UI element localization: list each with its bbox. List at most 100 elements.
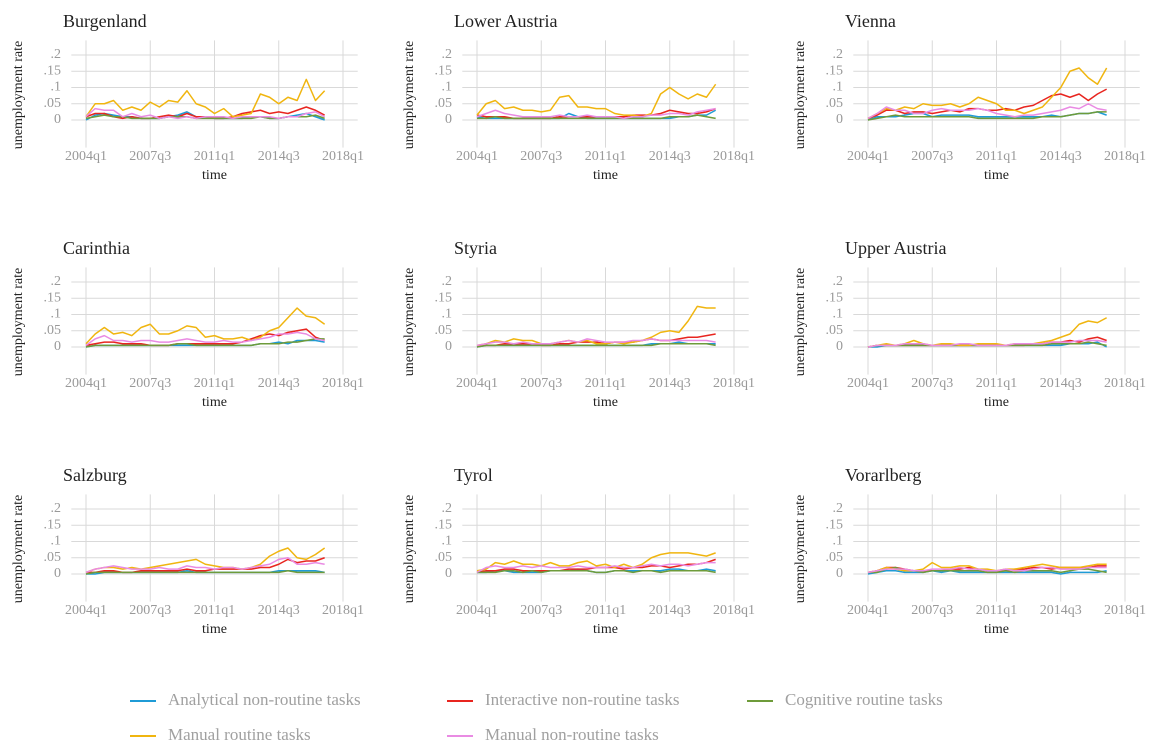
x-tick-label: 2004q1 — [456, 603, 498, 618]
x-tick-label: 2014q3 — [649, 603, 691, 618]
x-tick-label: 2011q1 — [976, 376, 1017, 391]
y-axis-title: unemployment rate — [402, 268, 417, 376]
y-tick-label: .1 — [51, 534, 62, 549]
panel: Salzburg 0.05.1 .15.2 2004q1 2007q3 2011q1 201… — [11, 465, 364, 637]
y-tick-label: .2 — [442, 47, 453, 62]
x-tick-label: 2011q1 — [194, 376, 235, 391]
x-tick-label: 2011q1 — [976, 603, 1017, 618]
x-tick-label: 2014q3 — [258, 149, 300, 164]
x-axis-title: time — [202, 395, 227, 410]
y-tick-label: .05 — [826, 96, 844, 111]
x-axis-title: time — [593, 168, 618, 183]
series-line — [85, 557, 325, 574]
x-tick-label: 2007q3 — [129, 603, 171, 618]
panel: Carinthia 0.05.1 .15.2 2004q1 2007q3 2011q1 20… — [11, 238, 364, 410]
y-tick-label: .15 — [826, 63, 844, 78]
panel-title: Vorarlberg — [845, 465, 921, 485]
y-tick-label: 0 — [445, 112, 452, 127]
panel: Vorarlberg 0.05.1 .15.2 2004q1 2007q3 2011q1 2… — [793, 465, 1146, 637]
x-tick-label: 2018q1 — [713, 376, 755, 391]
y-tick-label: .2 — [51, 274, 62, 289]
series-line — [85, 569, 325, 575]
panel-title: Vienna — [845, 11, 896, 31]
y-tick-label: .2 — [833, 501, 844, 516]
x-tick-label: 2011q1 — [194, 603, 235, 618]
panel: Upper Austria 0.05.1 .15.2 2004q1 2007q3 2011… — [793, 238, 1146, 410]
y-tick-label: .05 — [435, 550, 453, 565]
y-tick-label: .05 — [44, 96, 62, 111]
x-tick-label: 2004q1 — [65, 603, 107, 618]
y-tick-label: .1 — [51, 80, 62, 95]
x-tick-label: 2014q3 — [1040, 376, 1082, 391]
panel: Styria 0.05.1 .15.2 2004q1 2007q3 2011q1 2014q… — [402, 238, 755, 410]
legend: Analytical non-routine tasks Interactive … — [130, 690, 943, 744]
x-tick-label: 2004q1 — [456, 376, 498, 391]
y-tick-label: .05 — [826, 323, 844, 338]
y-tick-label: 0 — [54, 112, 61, 127]
legend-label: Manual routine tasks — [168, 725, 311, 744]
legend-label: Manual non-routine tasks — [485, 725, 659, 744]
legend-label: Analytical non-routine tasks — [168, 690, 361, 709]
series-line — [476, 569, 716, 574]
x-tick-label: 2011q1 — [585, 149, 626, 164]
x-tick-label: 2018q1 — [1104, 603, 1146, 618]
y-tick-label: .1 — [51, 307, 62, 322]
y-tick-label: .15 — [435, 290, 453, 305]
x-tick-label: 2007q3 — [911, 603, 953, 618]
y-tick-label: .1 — [833, 80, 844, 95]
series-line — [476, 552, 716, 572]
y-tick-label: .15 — [44, 63, 62, 78]
y-axis-title: unemployment rate — [402, 495, 417, 603]
panel-title: Lower Austria — [454, 11, 557, 31]
series-line — [85, 331, 325, 346]
x-tick-label: 2014q3 — [258, 603, 300, 618]
x-tick-label: 2018q1 — [322, 149, 364, 164]
y-tick-label: .1 — [442, 534, 453, 549]
series-line — [85, 107, 326, 120]
y-tick-label: .15 — [435, 517, 453, 532]
y-tick-label: .05 — [826, 550, 844, 565]
series-line — [867, 339, 1107, 348]
y-tick-label: .1 — [833, 307, 844, 322]
x-tick-label: 2018q1 — [1104, 149, 1146, 164]
y-tick-label: .15 — [826, 290, 844, 305]
panel: Burgenland 0.05.1 .15.2 2004q1 2007q3 2011q1 2… — [11, 11, 364, 183]
y-axis-title: unemployment rate — [793, 41, 808, 149]
y-tick-label: .15 — [826, 517, 844, 532]
panel: Lower Austria 0.05.1 .15.2 2004q1 2007q3 2011… — [402, 11, 755, 183]
y-axis-title: unemployment rate — [402, 41, 417, 149]
panel-title: Upper Austria — [845, 238, 946, 258]
y-tick-label: .1 — [833, 534, 844, 549]
x-tick-label: 2014q3 — [258, 376, 300, 391]
x-tick-label: 2007q3 — [520, 376, 562, 391]
x-tick-label: 2007q3 — [520, 149, 562, 164]
x-tick-label: 2011q1 — [585, 376, 626, 391]
panel-title: Salzburg — [63, 465, 127, 485]
x-axis-title: time — [593, 622, 618, 637]
x-tick-label: 2004q1 — [847, 376, 889, 391]
series-line — [85, 338, 325, 348]
legend-label: Interactive non-routine tasks — [485, 690, 680, 709]
panel: Tyrol 0.05.1 .15.2 2004q1 2007q3 2011q1 2014q3… — [402, 465, 755, 637]
y-axis-title: unemployment rate — [11, 41, 26, 149]
y-tick-label: 0 — [836, 566, 843, 581]
x-axis-title: time — [984, 395, 1009, 410]
y-tick-label: .2 — [51, 501, 62, 516]
y-tick-label: 0 — [445, 339, 452, 354]
x-axis-title: time — [593, 395, 618, 410]
panel: Vienna 0.05.1 .15.2 2004q1 2007q3 2011q1 2014q… — [793, 11, 1146, 183]
y-tick-label: .15 — [44, 290, 62, 305]
y-tick-label: 0 — [836, 339, 843, 354]
x-axis-title: time — [984, 168, 1009, 183]
series-line — [867, 67, 1108, 120]
y-tick-label: .2 — [833, 274, 844, 289]
y-tick-label: .1 — [442, 80, 453, 95]
x-tick-label: 2004q1 — [456, 149, 498, 164]
x-tick-label: 2011q1 — [976, 149, 1017, 164]
x-tick-label: 2018q1 — [322, 376, 364, 391]
panel-title: Carinthia — [63, 238, 130, 258]
x-tick-label: 2018q1 — [713, 149, 755, 164]
series-line — [476, 107, 716, 120]
x-axis-title: time — [984, 622, 1009, 637]
panel-title: Tyrol — [454, 465, 493, 485]
